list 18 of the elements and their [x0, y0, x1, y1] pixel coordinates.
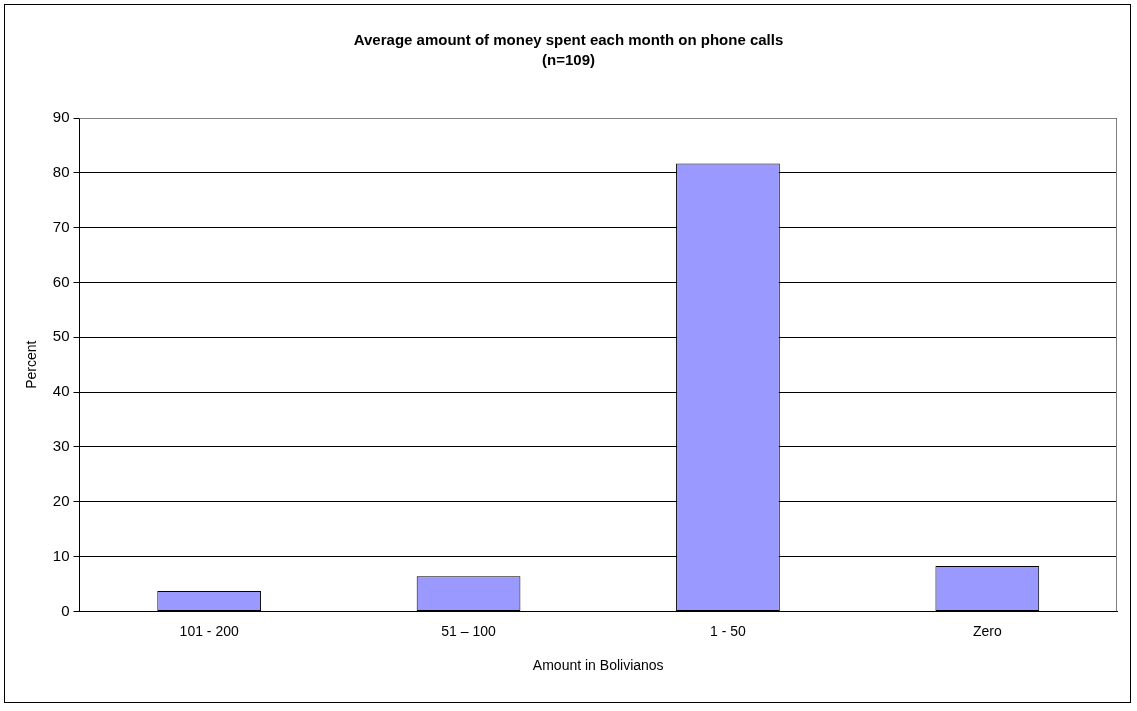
y-axis-title: Percent — [23, 340, 40, 389]
y-tick-label: 90 — [52, 108, 70, 126]
y-tick-label: 20 — [52, 491, 70, 509]
y-tick-label: 10 — [52, 546, 70, 564]
y-tick-label: 0 — [61, 601, 70, 619]
y-tick-label: 70 — [52, 217, 70, 235]
y-tick-label: 30 — [52, 437, 70, 455]
y-tick-label: 40 — [52, 382, 70, 400]
x-tick-label: 1 - 50 — [710, 622, 747, 639]
y-tick-label: 60 — [52, 272, 70, 290]
y-tick-label: 50 — [52, 327, 70, 345]
chart-subtitle: (n=109) — [542, 51, 595, 69]
chart-title: Average amount of money spent each month on phone calls — [353, 31, 784, 49]
x-tick-label: 101 - 200 — [179, 622, 239, 639]
x-axis-title: Amount in Bolivianos — [532, 657, 664, 674]
x-tick-label: 51 – 100 — [441, 622, 497, 639]
x-tick-label: Zero — [972, 622, 1002, 639]
y-tick-label: 80 — [52, 162, 70, 180]
